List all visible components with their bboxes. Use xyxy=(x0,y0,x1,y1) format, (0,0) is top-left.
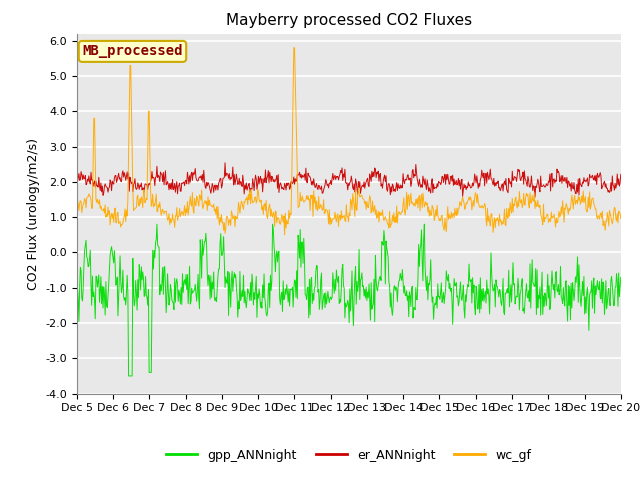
Text: MB_processed: MB_processed xyxy=(82,44,183,59)
Legend: gpp_ANNnight, er_ANNnight, wc_gf: gpp_ANNnight, er_ANNnight, wc_gf xyxy=(161,444,536,467)
Title: Mayberry processed CO2 Fluxes: Mayberry processed CO2 Fluxes xyxy=(226,13,472,28)
Y-axis label: CO2 Flux (urology/m2/s): CO2 Flux (urology/m2/s) xyxy=(27,138,40,289)
